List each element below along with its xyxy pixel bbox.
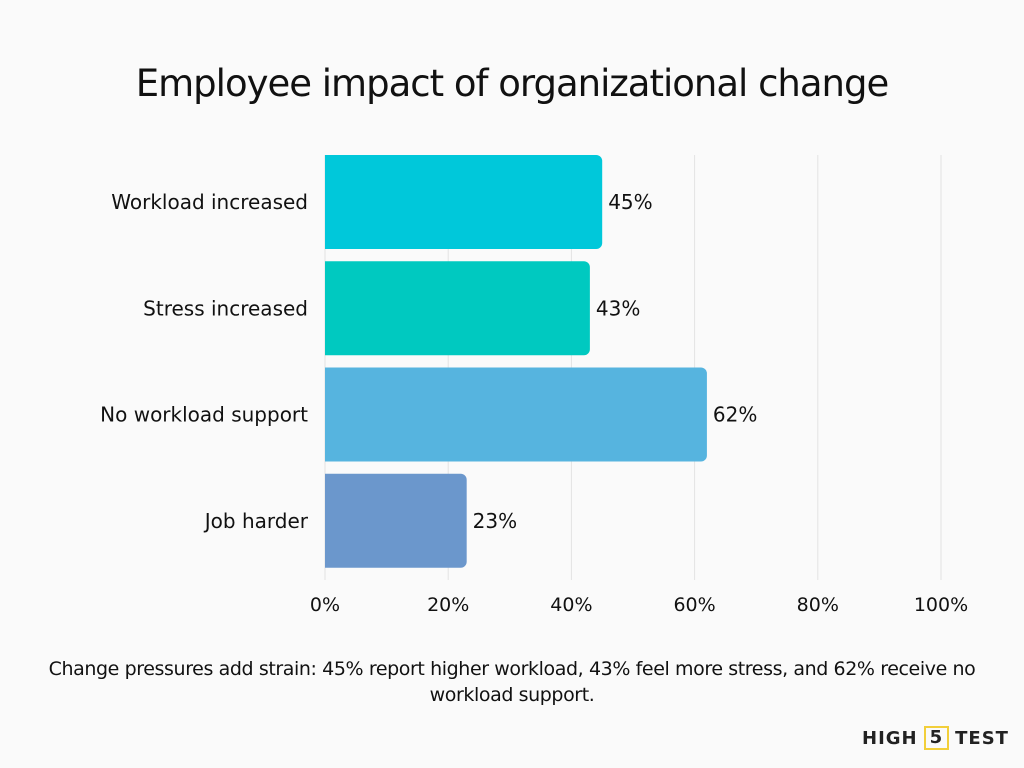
x-tick-label: 100% bbox=[914, 594, 968, 616]
bar bbox=[325, 367, 707, 462]
category-label: Workload increased bbox=[111, 190, 308, 214]
logo-five: 5 bbox=[923, 726, 950, 750]
chart-caption: Change pressures add strain: 45% report … bbox=[48, 658, 976, 706]
data-label: 62% bbox=[713, 403, 757, 427]
x-tick-label: 0% bbox=[310, 594, 340, 616]
data-label: 23% bbox=[473, 509, 517, 533]
logo-text-right: TEST bbox=[955, 727, 1009, 749]
data-label: 43% bbox=[596, 296, 640, 320]
category-label: Job harder bbox=[203, 509, 309, 533]
bar bbox=[325, 473, 467, 568]
category-label: No workload support bbox=[100, 403, 308, 427]
x-tick-label: 80% bbox=[797, 594, 839, 616]
x-tick-label: 40% bbox=[550, 594, 592, 616]
x-tick-label: 60% bbox=[673, 594, 715, 616]
high5test-logo: HIGH 5 TEST bbox=[862, 726, 1009, 750]
bar bbox=[325, 261, 590, 356]
x-tick-label: 20% bbox=[427, 594, 469, 616]
logo-text-left: HIGH bbox=[862, 727, 918, 749]
chart-title: Employee impact of organizational change bbox=[135, 62, 889, 105]
data-label: 45% bbox=[608, 190, 652, 214]
category-label: Stress increased bbox=[143, 296, 308, 320]
bar bbox=[325, 155, 603, 250]
